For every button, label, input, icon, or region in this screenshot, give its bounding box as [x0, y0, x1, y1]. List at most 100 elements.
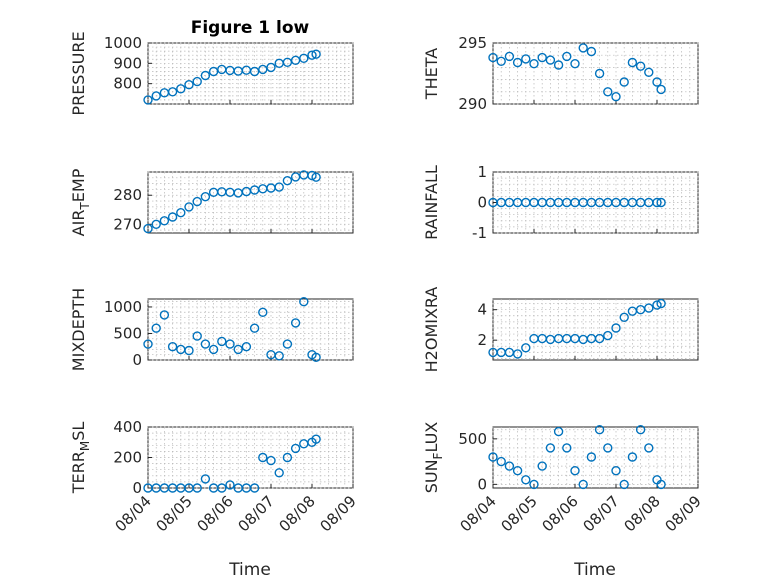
- y-tick-label: 280: [113, 186, 142, 204]
- data-point: [644, 303, 654, 313]
- data-point: [290, 443, 301, 454]
- data-point: [208, 344, 219, 355]
- y-tick-label: 295: [458, 34, 487, 52]
- data-point: [151, 91, 161, 101]
- y-tick-label: 0: [132, 351, 142, 369]
- data-point: [512, 349, 523, 359]
- data-series: [143, 170, 321, 234]
- data-point: [553, 426, 564, 437]
- data-point: [488, 52, 498, 63]
- data-point: [200, 474, 211, 484]
- data-point: [167, 212, 178, 222]
- data-point: [644, 443, 654, 453]
- data-point: [176, 84, 186, 94]
- y-tick-label: 0: [477, 194, 487, 212]
- data-point: [274, 351, 284, 361]
- plot-area: [492, 298, 699, 361]
- data-point: [299, 297, 309, 307]
- data-point: [529, 479, 539, 490]
- data-series: [143, 434, 321, 493]
- y-tick-label: 500: [113, 324, 142, 342]
- data-point: [603, 443, 613, 453]
- data-point: [266, 455, 276, 466]
- y-axis-label: TERRMSL: [69, 422, 92, 495]
- y-axis-label: AIRTEMP: [69, 168, 92, 236]
- subplot-rainfall: -1 0 1 RAINFALL: [422, 163, 699, 242]
- data-point: [192, 483, 202, 493]
- data-point: [570, 59, 580, 69]
- y-tick-label: 900: [113, 54, 142, 72]
- y-tick-label: 2: [477, 331, 487, 349]
- y-axis-label: THETA: [422, 48, 441, 100]
- data-point: [200, 339, 211, 349]
- data-point: [594, 68, 605, 79]
- y-tick-label: 1000: [104, 34, 142, 52]
- y-tick-label: 4: [477, 301, 487, 319]
- data-point: [184, 202, 194, 212]
- data-point: [311, 352, 321, 362]
- data-series: [488, 197, 666, 208]
- y-tick-label: 200: [113, 449, 142, 467]
- data-point: [578, 43, 588, 53]
- data-point: [594, 333, 605, 344]
- data-point: [200, 191, 211, 202]
- data-point: [512, 57, 523, 68]
- y-tick-label: 270: [113, 215, 142, 233]
- y-tick-label: 0: [132, 479, 142, 497]
- data-point: [652, 197, 662, 208]
- data-point: [184, 79, 194, 90]
- subplot-pressure: 800 900 1000 PRESSURE: [69, 31, 354, 116]
- data-point: [307, 170, 317, 181]
- data-point: [578, 479, 588, 490]
- x-axis-label-right: Time: [573, 560, 616, 580]
- subplot-h2omixra: 2 4 H2OMIXRA: [422, 287, 699, 373]
- y-tick-label: 800: [113, 75, 142, 93]
- data-point: [562, 51, 572, 62]
- data-point: [217, 336, 227, 347]
- data-point: [545, 55, 556, 65]
- data-point: [192, 331, 202, 341]
- data-point: [217, 483, 227, 493]
- data-point: [258, 452, 268, 463]
- data-point: [167, 342, 178, 352]
- data-point: [652, 300, 662, 310]
- data-point: [311, 434, 321, 444]
- data-point: [225, 480, 235, 490]
- data-point: [233, 344, 243, 355]
- data-point: [282, 452, 293, 463]
- data-point: [496, 456, 506, 467]
- data-point: [537, 461, 547, 471]
- data-point: [200, 70, 211, 81]
- data-point: [311, 172, 321, 182]
- y-axis-label: SUNFLUX: [422, 422, 445, 494]
- data-point: [143, 339, 153, 349]
- y-tick-label: -1: [472, 224, 487, 242]
- data-point: [521, 475, 531, 485]
- data-point: [635, 425, 646, 435]
- data-point: [627, 452, 638, 462]
- y-axis-label: MIXDEPTH: [69, 288, 88, 371]
- y-axis-label: RAINFALL: [422, 165, 441, 240]
- data-point: [656, 298, 666, 309]
- data-point: [192, 196, 202, 207]
- data-point: [159, 216, 170, 226]
- y-tick-label: 1: [477, 163, 487, 181]
- data-point: [644, 67, 654, 78]
- data-point: [290, 318, 301, 328]
- data-point: [652, 77, 662, 87]
- data-point: [611, 323, 621, 333]
- data-point: [488, 452, 498, 462]
- data-point: [619, 479, 629, 490]
- data-point: [249, 323, 260, 333]
- y-axis-label: H2OMIXRA: [422, 287, 441, 373]
- data-point: [241, 342, 252, 352]
- data-point: [266, 62, 276, 73]
- data-point: [594, 425, 605, 435]
- y-tick-label: 1000: [104, 298, 142, 316]
- data-point: [504, 51, 515, 62]
- data-series: [488, 43, 666, 102]
- data-point: [159, 310, 170, 320]
- data-point: [521, 343, 531, 353]
- data-point: [176, 207, 186, 218]
- data-point: [258, 307, 268, 317]
